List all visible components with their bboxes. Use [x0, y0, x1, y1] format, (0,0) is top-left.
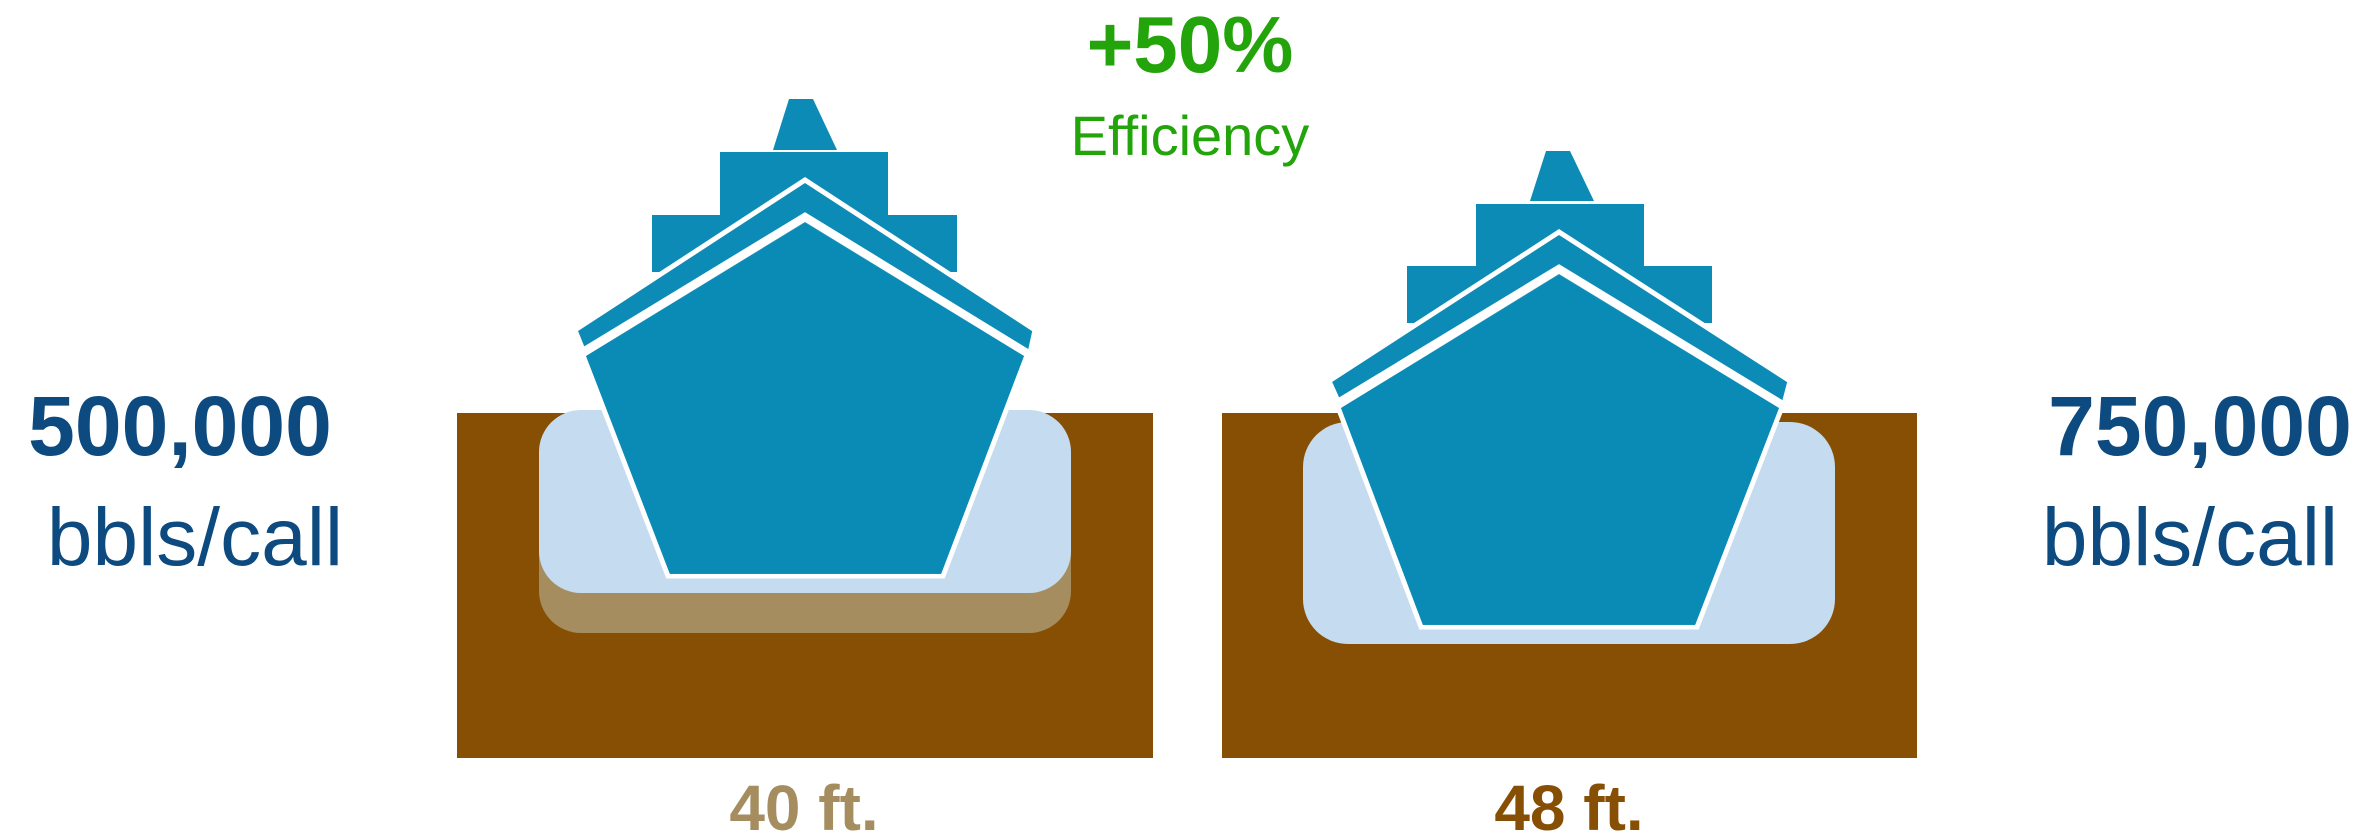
- left-ship-icon: [571, 99, 1038, 579]
- efficiency-label: Efficiency: [1071, 104, 1310, 167]
- right-volume: 750,000: [2048, 379, 2352, 473]
- right-unit: bbls/call: [2042, 492, 2338, 583]
- right-ship-icon: [1325, 151, 1793, 630]
- left-depth-label: 40 ft.: [729, 772, 878, 839]
- left-unit: bbls/call: [47, 492, 343, 583]
- efficiency-percent: +50%: [1087, 0, 1294, 89]
- right-depth-label: 48 ft.: [1494, 772, 1643, 839]
- left-volume: 500,000: [28, 379, 332, 473]
